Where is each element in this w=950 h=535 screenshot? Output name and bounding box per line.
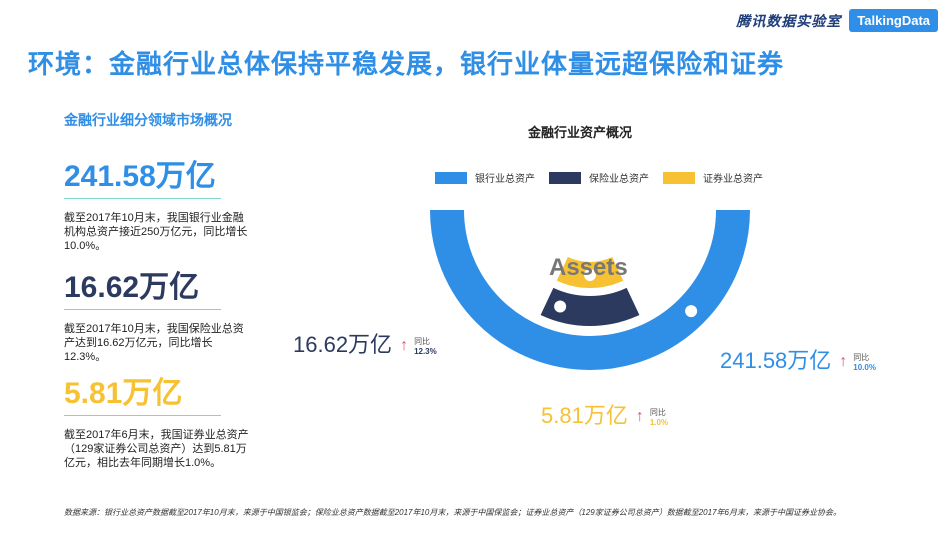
chart-legend: 银行业总资产 保险业总资产 证券业总资产 — [435, 170, 777, 185]
center-label: Assets — [549, 254, 628, 281]
up-arrow-icon: ↑ — [400, 337, 409, 354]
stat-securities-desc: 截至2017年6月末，我国证券业总资产（129家证券公司总资产）达到5.81万亿… — [64, 429, 249, 469]
up-arrow-icon: ↑ — [635, 408, 644, 425]
talkingdata-badge: TalkingData — [849, 9, 938, 32]
footnote: 数据来源：银行业总资产数据截至2017年10月末，来源于中国银监会；保险业总资产… — [64, 508, 841, 517]
brand-cn-name: 腾讯数据实验室 — [736, 12, 842, 29]
arc-bank — [430, 209, 750, 370]
yoy-label: 同比 — [853, 353, 870, 362]
yoy-securities: 1.0% — [649, 418, 669, 427]
brand-logo: 腾讯数据实验室 TalkingData — [736, 9, 938, 32]
legend-item-securities: 证券业总资产 — [663, 170, 763, 185]
yoy-label: 同比 — [649, 408, 666, 417]
legend-swatch-insurance — [549, 171, 581, 184]
arc-dot-insurance — [554, 300, 567, 313]
arc-dot-bank — [685, 305, 698, 318]
arc-dot-securities — [584, 269, 596, 281]
stat-insurance: 16.62万亿 截至2017年10月末，我国保险业总资产达到16.62万亿元，同… — [64, 271, 264, 364]
legend-item-bank: 银行业总资产 — [435, 170, 535, 185]
stat-bank-desc: 截至2017年10月末，我国银行业金融机构总资产接近250万亿元，同比增长10.… — [64, 212, 248, 252]
section-title: 金融行业细分领域市场概况 — [64, 112, 232, 128]
stat-divider — [64, 309, 221, 310]
chart-title: 金融行业资产概况 — [528, 125, 633, 140]
stat-divider — [64, 415, 221, 416]
value-label-securities: 5.81万亿 ↑ 同比 1.0% — [541, 404, 668, 428]
up-arrow-icon: ↑ — [839, 353, 848, 370]
value-bank: 241.58万亿 — [720, 348, 832, 373]
stat-securities: 5.81万亿 截至2017年6月末，我国证券业总资产（129家证券公司总资产）达… — [64, 377, 264, 470]
stat-insurance-desc: 截至2017年10月末，我国保险业总资产达到16.62万亿元，同比增长12.3%… — [64, 323, 244, 363]
legend-label-insurance: 保险业总资产 — [589, 174, 649, 185]
stat-bank-value: 241.58万亿 — [64, 160, 216, 193]
yoy-bank: 10.0% — [853, 363, 876, 372]
stat-divider — [64, 198, 221, 199]
stat-insurance-value: 16.62万亿 — [64, 271, 200, 304]
value-securities: 5.81万亿 — [541, 403, 628, 428]
value-label-insurance: 16.62万亿 ↑ 同比 12.3% — [293, 333, 437, 357]
value-insurance: 16.62万亿 — [293, 332, 393, 357]
stat-bank: 241.58万亿 截至2017年10月末，我国银行业金融机构总资产接近250万亿… — [64, 160, 264, 253]
yoy-insurance: 12.3% — [414, 347, 437, 356]
yoy-label: 同比 — [414, 337, 431, 346]
legend-swatch-securities — [663, 171, 695, 184]
legend-swatch-bank — [435, 171, 467, 184]
legend-item-insurance: 保险业总资产 — [549, 170, 649, 185]
legend-label-securities: 证券业总资产 — [703, 174, 763, 185]
page-title: 环境：金融行业总体保持平稳发展，银行业体量远超保险和证券 — [28, 49, 785, 79]
stat-securities-value: 5.81万亿 — [64, 377, 183, 410]
legend-label-bank: 银行业总资产 — [475, 174, 535, 185]
value-label-bank: 241.58万亿 ↑ 同比 10.0% — [720, 349, 876, 373]
